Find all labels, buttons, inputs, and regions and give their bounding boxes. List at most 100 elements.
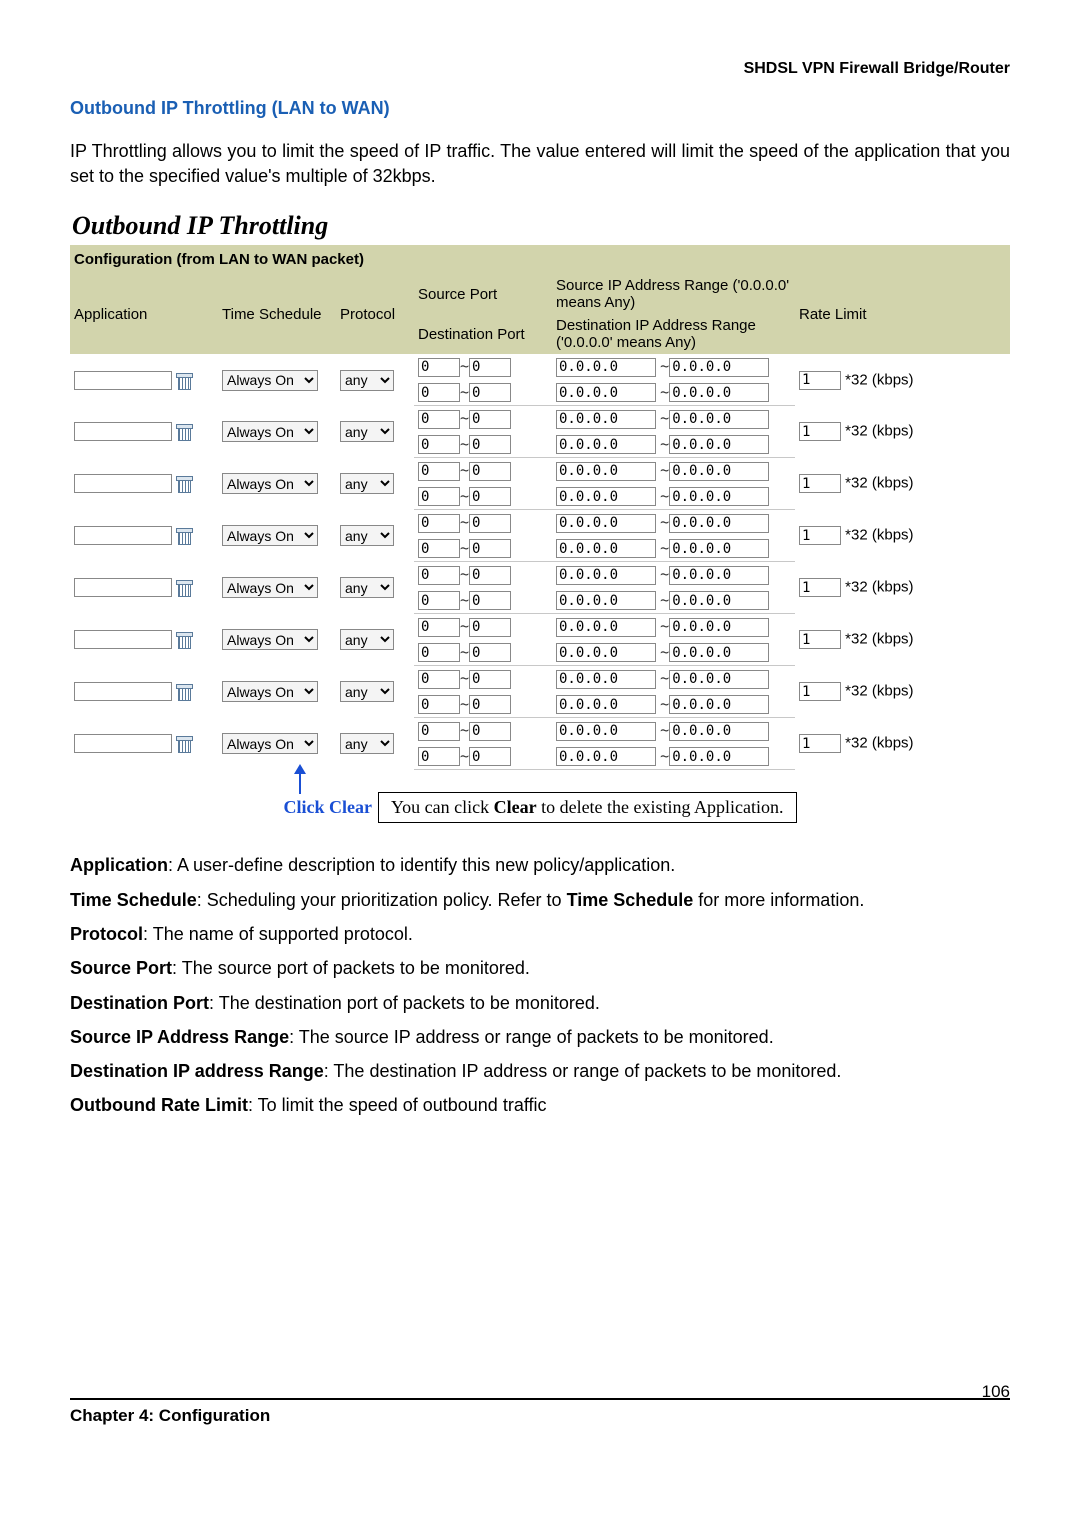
source-ip-to[interactable] bbox=[669, 514, 769, 533]
source-ip-to[interactable] bbox=[669, 566, 769, 585]
rate-limit-input[interactable] bbox=[799, 474, 841, 493]
source-ip-from[interactable] bbox=[556, 514, 656, 533]
time-schedule-select[interactable]: Always On bbox=[222, 370, 318, 391]
application-input[interactable] bbox=[74, 734, 172, 753]
trash-icon[interactable] bbox=[176, 475, 191, 492]
dest-ip-from[interactable] bbox=[556, 747, 656, 766]
trash-icon[interactable] bbox=[176, 683, 191, 700]
source-ip-to[interactable] bbox=[669, 410, 769, 429]
protocol-select[interactable]: any bbox=[340, 525, 394, 546]
dest-port-to[interactable] bbox=[469, 747, 511, 766]
source-port-from[interactable] bbox=[418, 670, 460, 689]
source-ip-from[interactable] bbox=[556, 618, 656, 637]
dest-ip-from[interactable] bbox=[556, 383, 656, 402]
dest-ip-from[interactable] bbox=[556, 695, 656, 714]
source-ip-to[interactable] bbox=[669, 462, 769, 481]
dest-ip-to[interactable] bbox=[669, 747, 769, 766]
trash-icon[interactable] bbox=[176, 372, 191, 389]
source-ip-to[interactable] bbox=[669, 618, 769, 637]
rate-limit-input[interactable] bbox=[799, 422, 841, 441]
source-port-from[interactable] bbox=[418, 566, 460, 585]
source-ip-from[interactable] bbox=[556, 358, 656, 377]
dest-ip-to[interactable] bbox=[669, 643, 769, 662]
source-ip-to[interactable] bbox=[669, 358, 769, 377]
dest-port-to[interactable] bbox=[469, 643, 511, 662]
trash-icon[interactable] bbox=[176, 735, 191, 752]
time-schedule-select[interactable]: Always On bbox=[222, 525, 318, 546]
time-schedule-select[interactable]: Always On bbox=[222, 733, 318, 754]
application-input[interactable] bbox=[74, 526, 172, 545]
source-port-to[interactable] bbox=[469, 670, 511, 689]
protocol-select[interactable]: any bbox=[340, 370, 394, 391]
time-schedule-select[interactable]: Always On bbox=[222, 681, 318, 702]
source-port-from[interactable] bbox=[418, 514, 460, 533]
dest-ip-to[interactable] bbox=[669, 539, 769, 558]
application-input[interactable] bbox=[74, 371, 172, 390]
dest-port-from[interactable] bbox=[418, 643, 460, 662]
dest-port-from[interactable] bbox=[418, 487, 460, 506]
rate-limit-input[interactable] bbox=[799, 371, 841, 390]
rate-limit-input[interactable] bbox=[799, 578, 841, 597]
trash-icon[interactable] bbox=[176, 631, 191, 648]
application-input[interactable] bbox=[74, 578, 172, 597]
source-ip-to[interactable] bbox=[669, 722, 769, 741]
source-ip-from[interactable] bbox=[556, 462, 656, 481]
dest-port-from[interactable] bbox=[418, 383, 460, 402]
source-port-from[interactable] bbox=[418, 358, 460, 377]
source-ip-from[interactable] bbox=[556, 410, 656, 429]
rate-limit-input[interactable] bbox=[799, 734, 841, 753]
source-port-to[interactable] bbox=[469, 462, 511, 481]
dest-ip-from[interactable] bbox=[556, 643, 656, 662]
dest-port-from[interactable] bbox=[418, 591, 460, 610]
dest-port-from[interactable] bbox=[418, 435, 460, 454]
source-ip-to[interactable] bbox=[669, 670, 769, 689]
source-port-to[interactable] bbox=[469, 514, 511, 533]
trash-icon[interactable] bbox=[176, 579, 191, 596]
rate-limit-input[interactable] bbox=[799, 630, 841, 649]
application-input[interactable] bbox=[74, 474, 172, 493]
rate-limit-input[interactable] bbox=[799, 526, 841, 545]
time-schedule-select[interactable]: Always On bbox=[222, 629, 318, 650]
trash-icon[interactable] bbox=[176, 423, 191, 440]
protocol-select[interactable]: any bbox=[340, 421, 394, 442]
dest-port-to[interactable] bbox=[469, 695, 511, 714]
source-port-to[interactable] bbox=[469, 358, 511, 377]
dest-ip-to[interactable] bbox=[669, 435, 769, 454]
dest-port-from[interactable] bbox=[418, 747, 460, 766]
dest-ip-from[interactable] bbox=[556, 539, 656, 558]
source-port-to[interactable] bbox=[469, 410, 511, 429]
protocol-select[interactable]: any bbox=[340, 733, 394, 754]
rate-limit-input[interactable] bbox=[799, 682, 841, 701]
source-port-to[interactable] bbox=[469, 618, 511, 637]
dest-port-to[interactable] bbox=[469, 383, 511, 402]
source-port-to[interactable] bbox=[469, 722, 511, 741]
protocol-select[interactable]: any bbox=[340, 473, 394, 494]
source-port-from[interactable] bbox=[418, 722, 460, 741]
source-ip-from[interactable] bbox=[556, 670, 656, 689]
protocol-select[interactable]: any bbox=[340, 629, 394, 650]
application-input[interactable] bbox=[74, 630, 172, 649]
source-ip-from[interactable] bbox=[556, 566, 656, 585]
time-schedule-select[interactable]: Always On bbox=[222, 577, 318, 598]
dest-ip-to[interactable] bbox=[669, 591, 769, 610]
trash-icon[interactable] bbox=[176, 527, 191, 544]
dest-ip-from[interactable] bbox=[556, 487, 656, 506]
dest-port-to[interactable] bbox=[469, 435, 511, 454]
dest-ip-to[interactable] bbox=[669, 383, 769, 402]
source-port-from[interactable] bbox=[418, 410, 460, 429]
dest-port-from[interactable] bbox=[418, 695, 460, 714]
application-input[interactable] bbox=[74, 682, 172, 701]
source-port-to[interactable] bbox=[469, 566, 511, 585]
dest-ip-from[interactable] bbox=[556, 435, 656, 454]
protocol-select[interactable]: any bbox=[340, 681, 394, 702]
source-port-from[interactable] bbox=[418, 462, 460, 481]
application-input[interactable] bbox=[74, 422, 172, 441]
dest-ip-from[interactable] bbox=[556, 591, 656, 610]
time-schedule-select[interactable]: Always On bbox=[222, 421, 318, 442]
dest-ip-to[interactable] bbox=[669, 695, 769, 714]
dest-ip-to[interactable] bbox=[669, 487, 769, 506]
source-ip-from[interactable] bbox=[556, 722, 656, 741]
dest-port-to[interactable] bbox=[469, 591, 511, 610]
dest-port-to[interactable] bbox=[469, 539, 511, 558]
dest-port-from[interactable] bbox=[418, 539, 460, 558]
